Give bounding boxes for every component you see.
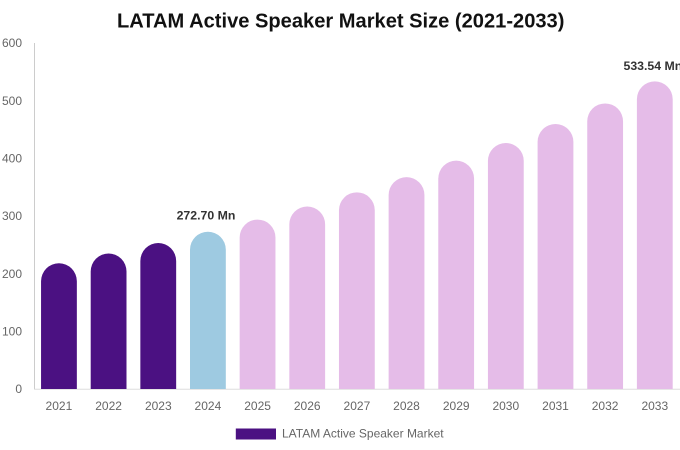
svg-text:2029: 2029 <box>443 399 470 413</box>
svg-text:2022: 2022 <box>95 399 122 413</box>
svg-text:2032: 2032 <box>592 399 619 413</box>
svg-text:2027: 2027 <box>344 399 371 413</box>
svg-text:2030: 2030 <box>492 399 519 413</box>
svg-text:2026: 2026 <box>294 399 321 413</box>
svg-text:2025: 2025 <box>244 399 271 413</box>
svg-text:LATAM Active Speaker Market: LATAM Active Speaker Market <box>282 427 444 441</box>
svg-text:600: 600 <box>2 36 22 50</box>
svg-text:533.54 Mn: 533.54 Mn <box>624 59 680 73</box>
svg-text:2028: 2028 <box>393 399 420 413</box>
svg-text:2021: 2021 <box>46 399 73 413</box>
svg-text:400: 400 <box>2 152 22 166</box>
svg-text:200: 200 <box>2 267 22 281</box>
svg-text:272.70 Mn: 272.70 Mn <box>177 209 236 223</box>
svg-text:300: 300 <box>2 209 22 223</box>
svg-text:2031: 2031 <box>542 399 569 413</box>
svg-text:LATAM Active Speaker Market Si: LATAM Active Speaker Market Size (2021-2… <box>117 11 564 33</box>
svg-text:500: 500 <box>2 94 22 108</box>
svg-text:100: 100 <box>2 325 22 339</box>
svg-text:2024: 2024 <box>195 399 222 413</box>
svg-text:2023: 2023 <box>145 399 172 413</box>
svg-text:2033: 2033 <box>641 399 668 413</box>
svg-text:0: 0 <box>15 382 22 396</box>
